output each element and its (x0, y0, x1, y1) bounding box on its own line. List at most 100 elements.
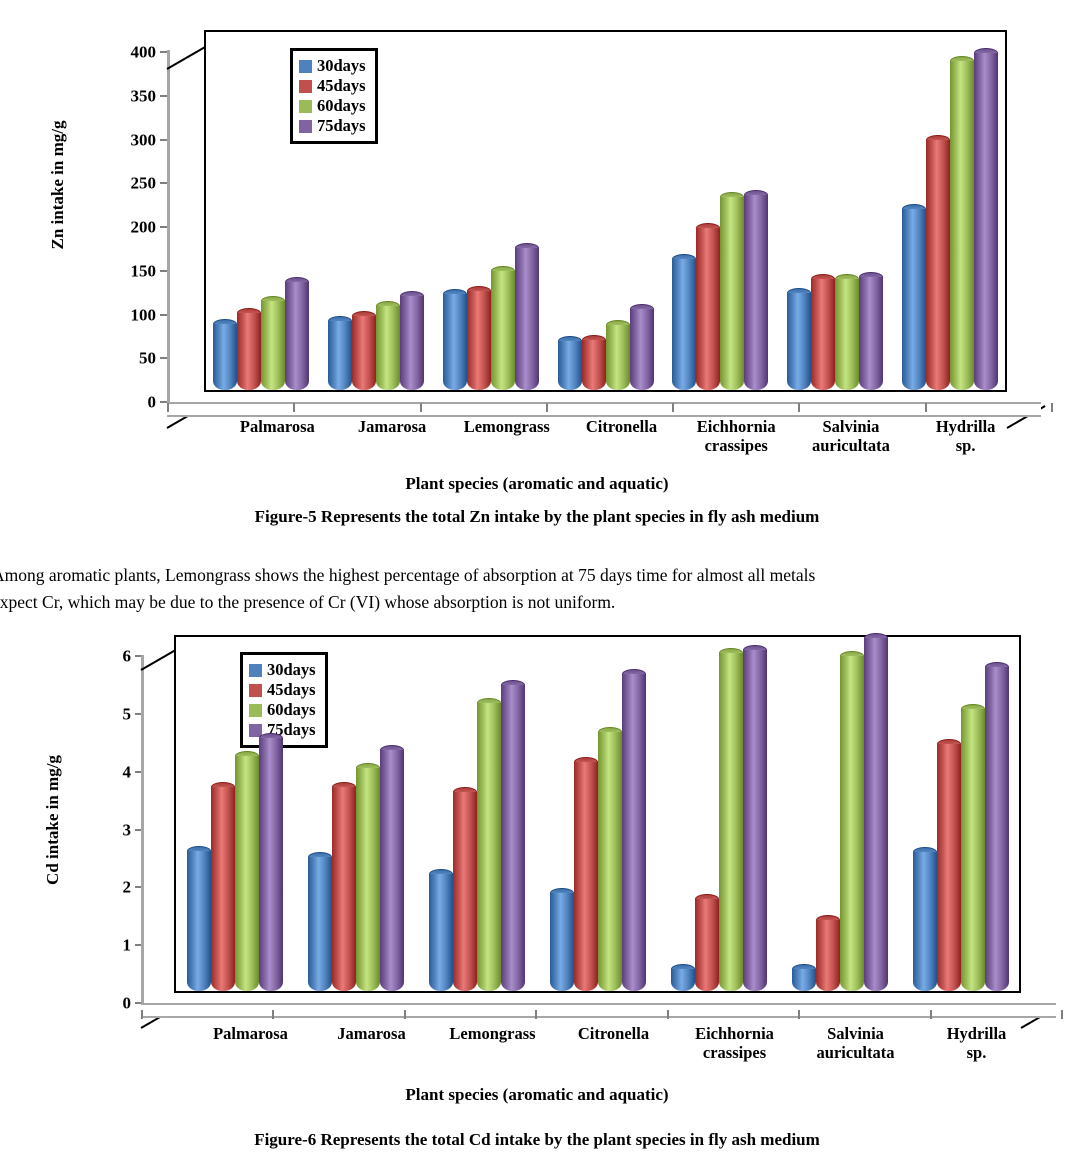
legend-swatch-icon (299, 119, 312, 133)
figure5-y-tick-mark (160, 313, 169, 316)
bar-body (213, 324, 238, 390)
x-label-Hydrilla-sp.: Hydrilla sp. (935, 417, 996, 455)
figure5-y-tick-label: 100 (130, 305, 157, 324)
body-paragraph-line-1: Among aromatic plants, Lemongrass shows … (0, 565, 816, 585)
bar-body (549, 893, 574, 991)
bar-body (379, 750, 404, 991)
legend-item-45days[interactable]: 45days (299, 76, 366, 96)
legend-item-60days[interactable]: 60days (299, 96, 366, 116)
bar-body (331, 786, 356, 991)
figure5-y-tick-mark (160, 401, 169, 403)
bar-45days-Citronella (573, 756, 598, 991)
figure5-y-axis-spine (167, 50, 170, 402)
figure5-y-tick-label: 50 (139, 348, 156, 368)
x-label-Citronella: Citronella (577, 1024, 650, 1043)
figure6-y-axis-spine (141, 655, 144, 1003)
legend-item-60days[interactable]: 60days (249, 700, 316, 720)
bar-body (237, 312, 262, 390)
bar-body (452, 791, 477, 991)
bar-60days-Hydrilla-sp. (949, 55, 974, 390)
figure5-x-tick-mark (924, 403, 927, 412)
figure6-baseline (174, 991, 1021, 993)
bar-body (400, 296, 425, 390)
bar-body (490, 271, 515, 390)
figure5-x-tick-mark (293, 403, 296, 412)
bar-body (514, 247, 539, 390)
bar-75days-Palmarosa (285, 276, 310, 390)
bar-body (376, 306, 401, 390)
legend-item-label: 30days (317, 55, 366, 75)
bar-75days-Jamarosa (400, 291, 425, 390)
legend-item-75days[interactable]: 75days (249, 720, 316, 740)
figure5-floor-front (167, 402, 1041, 417)
figure5-x-tick-mark (545, 403, 548, 412)
bar-body (949, 60, 974, 390)
figure6-x-tick-mark (666, 1010, 669, 1019)
figure6-x-tick-mark (798, 1010, 801, 1019)
x-label-Lemongrass: Lemongrass (463, 417, 550, 436)
bar-30days-Eichhornia-crassipes (670, 964, 695, 991)
bar-60days-Eichhornia-crassipes (720, 192, 745, 390)
figure6-y-tick-label: 2 (122, 877, 132, 897)
bar-45days-Palmarosa (210, 781, 235, 991)
figure5-y-axis-title: Zn intake in mg/g (48, 120, 67, 250)
bar-body (696, 227, 721, 390)
bar-body (718, 653, 743, 991)
bar-body (258, 738, 283, 991)
figure5-y-tick-labels: 0 50 100 150 200 250 300 350 400 (110, 0, 169, 420)
bar-body (285, 281, 310, 390)
bar-body (694, 898, 719, 991)
x-label-Eichhornia-crassipes: Eichhornia crassipes (695, 1024, 774, 1062)
bar-45days-Salvinia-auricultata (815, 915, 840, 991)
bar-45days-Palmarosa (237, 307, 262, 390)
figure6-y-tick-labels: 0 1 2 3 4 5 6 (85, 640, 144, 1020)
legend-item-30days[interactable]: 30days (299, 56, 366, 76)
bar-body (186, 851, 211, 991)
figure5-y-tick-mark (160, 226, 169, 228)
figure6-y-tick-label: 0 (122, 993, 132, 1013)
figure6-y-tick-mark (135, 828, 144, 831)
figure6-x-tick-mark (141, 1010, 143, 1019)
bar-75days-Salvinia-auricultata (858, 272, 883, 390)
figure5-y-tick-mark (160, 94, 169, 97)
figure5-baseline (204, 390, 1007, 392)
bar-body (810, 279, 835, 390)
bar-body (328, 320, 353, 390)
figure5-y-tick-label: 350 (130, 86, 157, 106)
figure5-y-tick-label: 300 (130, 130, 157, 149)
bar-body (858, 277, 883, 390)
figure6-floor-front (141, 1003, 1056, 1018)
legend-item-45days[interactable]: 45days (249, 680, 316, 700)
figure5-y-tick-label: 400 (130, 42, 157, 62)
legend-item-75days[interactable]: 75days (299, 116, 366, 136)
bar-body (670, 969, 695, 991)
figure6-caption: Figure-6 Represents the total Cd intake … (254, 1130, 820, 1149)
figure6-y-tick-mark (135, 1002, 144, 1004)
bar-body (210, 786, 235, 991)
legend-swatch-icon (299, 79, 312, 93)
bar-body (815, 920, 840, 991)
legend-item-30days[interactable]: 30days (249, 660, 316, 680)
figure6-y-tick-label: 4 (122, 762, 132, 782)
figure6-x-tick-mark (272, 1010, 275, 1019)
bar-body (573, 761, 598, 991)
bar-30days-Salvinia-auricultata (786, 287, 811, 390)
figure5-x-axis-title: Plant species (aromatic and aquatic) (405, 474, 669, 493)
figure5-y-tick-label: 0 (147, 392, 157, 412)
figure5-x-tick-mark (1051, 403, 1053, 412)
figure5-legend: 30days 45days 60days 75days (290, 48, 378, 144)
x-label-Eichhornia-crassipes: Eichhornia crassipes (696, 417, 776, 455)
figure5-x-tick-mark (672, 403, 675, 412)
bar-body (261, 300, 286, 390)
bar-45days-Citronella (581, 334, 606, 390)
bar-body (742, 650, 767, 991)
bar-60days-Palmarosa (261, 295, 286, 390)
bar-body (791, 969, 816, 991)
bar-body (476, 702, 501, 991)
figure5-plot-area (166, 30, 1046, 429)
x-label-Palmarosa: Palmarosa (239, 417, 315, 436)
legend-item-label: 60days (317, 95, 366, 115)
figure6-y-tick-label: 5 (122, 704, 132, 724)
figure5-depth-edge-topleft (166, 46, 206, 70)
bar-45days-Eichhornia-crassipes (694, 893, 719, 991)
